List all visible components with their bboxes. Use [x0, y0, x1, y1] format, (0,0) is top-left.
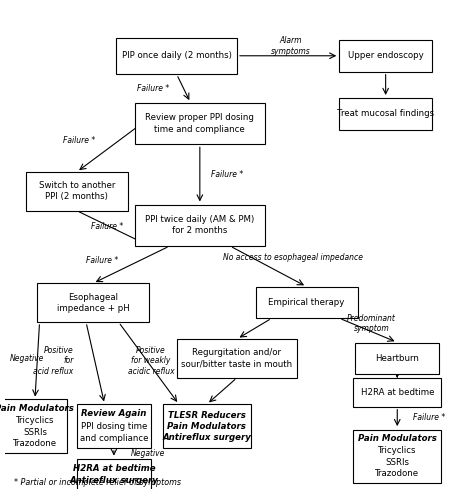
Text: Failure *: Failure *	[211, 170, 244, 179]
Text: Failure *: Failure *	[63, 136, 95, 145]
FancyBboxPatch shape	[255, 287, 358, 319]
Text: Pain Modulators: Pain Modulators	[358, 434, 437, 443]
Text: PIP once daily (2 months): PIP once daily (2 months)	[122, 51, 232, 60]
Text: SSRIs: SSRIs	[23, 427, 47, 437]
Text: Alarm
symptoms: Alarm symptoms	[271, 37, 310, 56]
Text: and compliance: and compliance	[80, 434, 148, 443]
Text: H2RA at bedtime: H2RA at bedtime	[361, 388, 434, 397]
FancyBboxPatch shape	[353, 429, 441, 483]
Text: Regurgitation and/or
sour/bitter taste in mouth: Regurgitation and/or sour/bitter taste i…	[182, 348, 292, 369]
FancyBboxPatch shape	[77, 404, 151, 448]
Text: PPI twice daily (AM & PM)
for 2 months: PPI twice daily (AM & PM) for 2 months	[145, 215, 255, 235]
Text: Positive
for
acid reflux: Positive for acid reflux	[33, 346, 73, 375]
Text: Failure *: Failure *	[137, 83, 170, 93]
Text: Pain Modulators: Pain Modulators	[0, 404, 74, 413]
Text: No access to esophageal impedance: No access to esophageal impedance	[223, 253, 363, 262]
Text: Negative: Negative	[131, 449, 165, 458]
FancyBboxPatch shape	[353, 378, 441, 407]
Text: PPI dosing time: PPI dosing time	[81, 421, 147, 431]
FancyBboxPatch shape	[135, 103, 265, 144]
Text: Tricyclics: Tricyclics	[378, 446, 417, 454]
Text: Positive
for weakly
acidic reflux: Positive for weakly acidic reflux	[128, 346, 174, 375]
Text: Failure *: Failure *	[91, 222, 123, 231]
Text: Predominant
symptom: Predominant symptom	[347, 314, 396, 333]
Text: Heartburn: Heartburn	[375, 354, 419, 363]
FancyBboxPatch shape	[116, 38, 237, 74]
Text: * Partial or incomplete relief of symptoms: * Partial or incomplete relief of sympto…	[14, 478, 181, 487]
Text: Failure *: Failure *	[412, 413, 445, 422]
Text: Treat mucosal findings: Treat mucosal findings	[337, 109, 434, 119]
FancyBboxPatch shape	[356, 343, 439, 374]
FancyBboxPatch shape	[135, 205, 265, 246]
Text: Trazodone: Trazodone	[375, 469, 419, 478]
Text: Switch to another
PPI (2 months): Switch to another PPI (2 months)	[38, 181, 115, 202]
Text: Empirical therapy: Empirical therapy	[268, 298, 345, 307]
FancyBboxPatch shape	[177, 339, 297, 378]
FancyBboxPatch shape	[37, 283, 149, 322]
FancyBboxPatch shape	[339, 40, 432, 72]
Text: Failure *: Failure *	[86, 255, 118, 265]
FancyBboxPatch shape	[77, 459, 151, 490]
Text: Esophageal
impedance + pH: Esophageal impedance + pH	[56, 292, 129, 313]
Text: Trazodone: Trazodone	[13, 439, 57, 449]
Text: Tricyclics: Tricyclics	[16, 416, 54, 425]
Text: Review Again: Review Again	[81, 409, 146, 418]
Text: Upper endoscopy: Upper endoscopy	[348, 51, 424, 60]
Text: Negative: Negative	[9, 354, 44, 363]
Text: SSRIs: SSRIs	[385, 457, 409, 466]
FancyBboxPatch shape	[163, 404, 251, 448]
Text: Review proper PPI dosing
time and compliance: Review proper PPI dosing time and compli…	[146, 114, 254, 133]
Text: H2RA at bedtime
Antireflux surgery: H2RA at bedtime Antireflux surgery	[70, 464, 158, 485]
FancyBboxPatch shape	[339, 98, 432, 129]
Text: TLESR Reducers
Pain Modulators
Antireflux surgery: TLESR Reducers Pain Modulators Antireflu…	[163, 411, 251, 442]
FancyBboxPatch shape	[2, 400, 67, 453]
FancyBboxPatch shape	[26, 172, 128, 211]
